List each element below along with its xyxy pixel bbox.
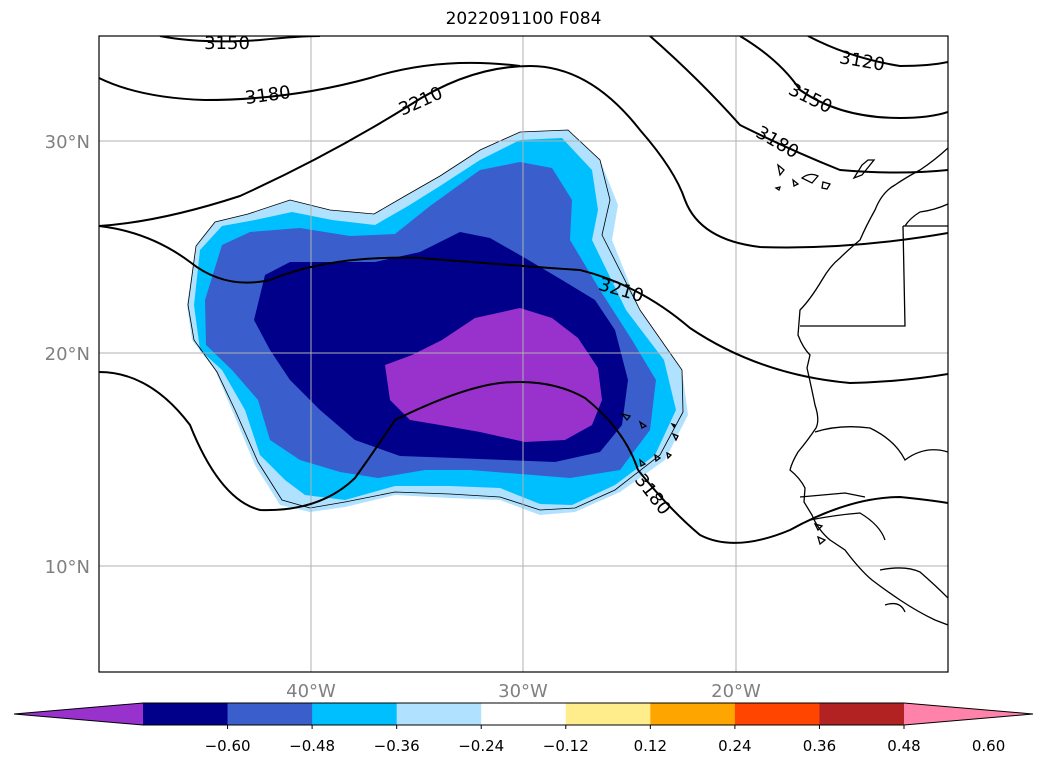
contour-label: 3150 <box>204 33 250 54</box>
colorbar-extend-low <box>14 703 143 725</box>
colorbar-cell <box>819 703 905 725</box>
colorbar-tick-label: 0.48 <box>887 737 920 755</box>
colorbar-cell <box>396 703 482 725</box>
lon-label-40w: 40°W <box>286 681 336 702</box>
colorbar-tick-label: 0.24 <box>718 737 751 755</box>
colorbar-cell <box>227 703 313 725</box>
colorbar-cell <box>143 703 229 725</box>
anomaly-outline <box>187 129 684 511</box>
lon-label-30w: 30°W <box>498 681 548 702</box>
lat-label-30n: 30°N <box>45 132 90 153</box>
colorbar-cell <box>734 703 820 725</box>
lon-label-20w: 20°W <box>711 681 761 702</box>
colorbar-cell <box>481 703 567 725</box>
height-contours <box>99 36 948 544</box>
anomaly-purple <box>385 308 602 442</box>
colorbar-outline <box>13 702 1034 726</box>
colorbar-tick-label: −0.36 <box>374 737 420 755</box>
colorbar-cell <box>650 703 736 725</box>
colorbar-tick-label: 0.12 <box>634 737 667 755</box>
colorbar-tick-label: 0.60 <box>972 737 1005 755</box>
colorbar-cell <box>312 703 398 725</box>
map-title: 2022091100 F084 <box>445 9 602 29</box>
map-frame <box>98 35 949 673</box>
colorbar-tick-label: −0.12 <box>543 737 589 755</box>
colorbar-tick-label: −0.60 <box>205 737 251 755</box>
colorbar-tick-label: −0.48 <box>289 737 335 755</box>
coastline <box>620 147 948 626</box>
colorbar-tick-label: 0.36 <box>803 737 836 755</box>
colorbar-cell <box>565 703 651 725</box>
colorbar-extend-high <box>904 703 1033 725</box>
lat-label-10n: 10°N <box>45 557 90 578</box>
lat-label-20n: 20°N <box>45 344 90 365</box>
colorbar-tick-label: −0.24 <box>458 737 504 755</box>
